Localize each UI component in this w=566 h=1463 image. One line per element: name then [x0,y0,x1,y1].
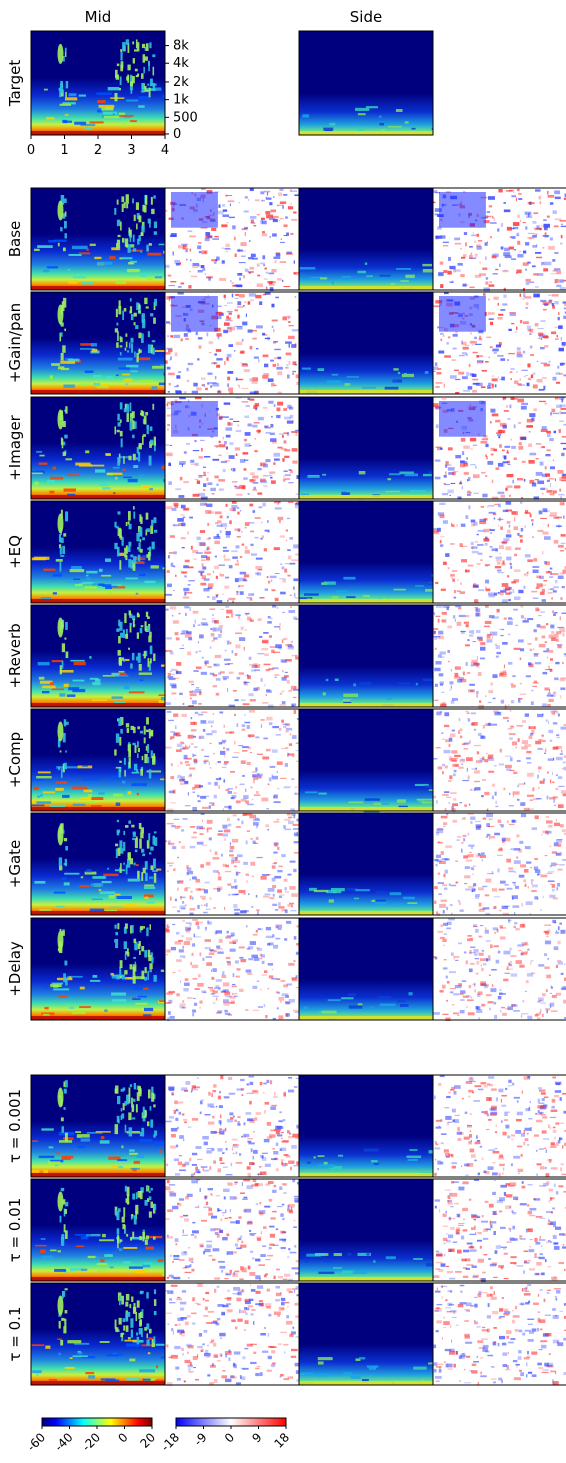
colorbar-tick-label: 0 [115,1430,130,1445]
row-label: +Reverb [6,623,24,688]
row-group-3-mid-diff [165,501,299,603]
row-group-4-side-diff [433,605,566,709]
row-group-7-side-diff [433,918,566,1021]
row-tau-2-mid [31,1283,165,1385]
row-tau-1-side [299,1179,433,1281]
row-group-6-side [299,813,433,915]
row-group-7-side [299,918,433,1021]
row-tau-2-side-diff [433,1283,566,1386]
colorbar-tick-label: -9 [191,1430,209,1448]
row-label: +Comp [6,732,24,788]
row-label-target: Target [6,60,24,108]
panel-frame [432,1074,566,1178]
row-group-4-mid [31,605,165,707]
y-tick-label: 4k [173,56,189,71]
row-label: +EQ [6,535,24,569]
row-group-0-mid [31,188,165,290]
row-group-5-mid-diff [165,709,299,813]
row-group-2-side-diff [433,397,566,500]
row-label: Base [6,221,24,258]
row-group-4-mid-diff [165,605,299,708]
panel-frame [432,604,566,708]
row-group-1-mid-diff [165,292,299,395]
column-title-side: Side [350,8,382,26]
row-label: +Imager [6,414,24,481]
row-group-5-mid [31,709,165,811]
row-group-3-side-diff [433,501,566,604]
x-tick-label: 3 [127,143,135,158]
row-group-3-side [299,501,433,603]
row-group-7-mid-diff [165,918,299,1022]
target-side-panel [299,31,433,135]
row-group-6-side-diff [433,813,566,916]
row-tau-1-side-diff [433,1179,566,1283]
row-tau-1-mid-diff [165,1179,299,1281]
row-group-2-side [299,397,433,500]
row-label: +Gate [6,840,24,889]
colorbar-magnitude-db [41,1417,153,1427]
x-tick-label: 4 [161,143,169,158]
row-label: τ = 0.1 [6,1307,24,1362]
row-tau-2-side [299,1283,433,1385]
row-group-0-mid-diff [165,188,299,292]
row-tau-0-mid-diff [165,1075,299,1177]
row-group-6-mid-diff [165,813,299,916]
row-group-0-side [299,188,433,290]
row-label: τ = 0.001 [6,1089,24,1163]
panel-frame [432,1282,566,1386]
y-tick-label: 8k [173,39,189,54]
panel-frame [432,187,566,291]
row-tau-1-mid [31,1179,165,1281]
panel-frame [432,1178,566,1282]
panel-frame [432,812,566,916]
row-group-5-side-diff [433,709,566,812]
panel-frame [432,396,566,500]
target-mid-panel [31,31,165,135]
panel-frame [432,708,566,812]
row-label: τ = 0.01 [6,1198,24,1263]
row-group-6-mid [31,813,165,915]
x-tick-label: 1 [60,143,68,158]
panel-frame [432,291,566,395]
y-tick-label: 500 [173,110,198,125]
row-label: +Delay [6,941,24,997]
column-title-mid: Mid [85,8,112,26]
y-tick-label: 2k [173,75,189,90]
row-tau-2-mid-diff [165,1283,299,1386]
row-group-1-mid [31,292,165,394]
row-group-2-mid [31,397,165,499]
y-tick-label: 1k [173,93,189,108]
row-tau-0-mid [31,1075,165,1177]
x-tick-label: 0 [27,143,35,158]
colorbar-tick-label: -60 [24,1430,48,1454]
colorbar-tick-label: 20 [137,1430,158,1451]
y-tick-label: 0 [173,127,181,142]
row-group-4-side [299,605,433,708]
row-group-3-mid [31,501,165,603]
row-group-1-side [299,292,433,394]
colorbar-tick-label: -20 [79,1430,103,1454]
colorbar-tick-label: 0 [222,1430,237,1445]
colorbar-difference-db [175,1417,287,1427]
row-label: +Gain/pan [6,303,24,383]
row-group-0-side-diff [433,188,566,292]
colorbar-tick-label: -40 [52,1430,76,1454]
target-side-frame [298,30,434,136]
panel-frame [432,917,566,1021]
row-group-5-side [299,709,433,813]
colorbar-tick-label: 9 [249,1430,264,1445]
panel-frame [432,500,566,604]
row-group-7-mid [31,918,165,1020]
row-group-1-side-diff [433,292,566,394]
x-tick-label: 2 [94,143,102,158]
row-tau-0-side-diff [433,1075,566,1177]
colorbar-tick-label: 18 [271,1430,292,1451]
colorbar-tick-label: -18 [158,1430,182,1454]
row-group-2-mid-diff [165,397,299,500]
row-tau-0-side [299,1075,433,1177]
